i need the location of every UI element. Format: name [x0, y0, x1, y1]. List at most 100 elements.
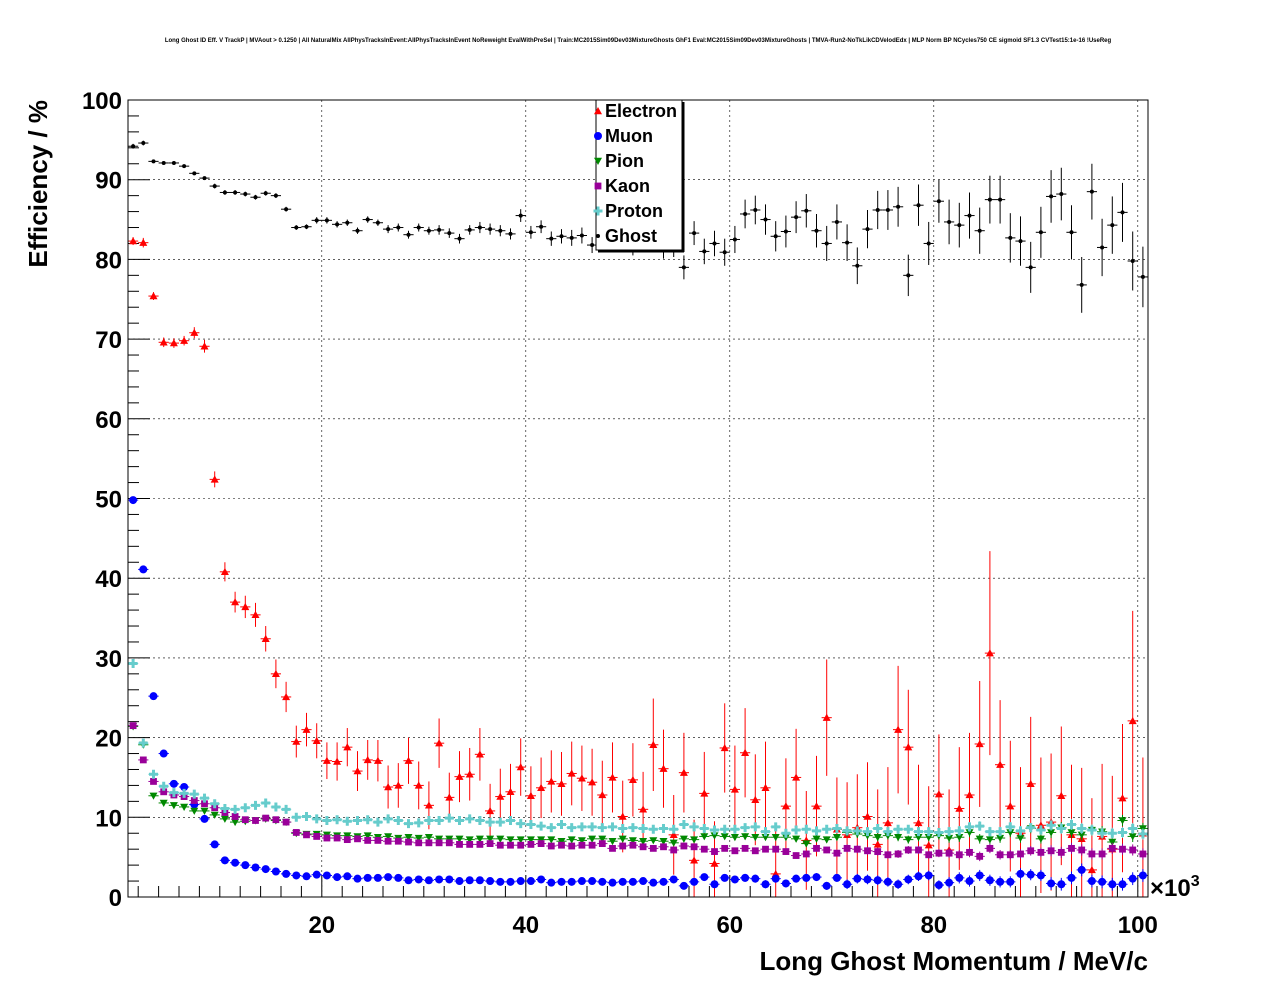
data-point — [1057, 791, 1066, 799]
data-point — [445, 875, 454, 884]
x-tick-label: 20 — [308, 912, 335, 939]
data-point — [925, 851, 933, 859]
data-point — [333, 834, 341, 842]
data-point — [342, 816, 352, 826]
data-point — [792, 773, 801, 781]
data-point — [567, 836, 576, 844]
data-point — [975, 871, 984, 880]
data-point — [690, 877, 699, 886]
data-point — [475, 876, 484, 885]
data-point — [577, 822, 587, 832]
data-point — [202, 176, 207, 181]
legend-label: Proton — [605, 201, 663, 221]
data-point — [985, 649, 994, 657]
data-point — [282, 692, 291, 701]
data-point — [608, 773, 617, 781]
legend-label: Ghost — [605, 226, 657, 246]
data-point — [222, 190, 227, 195]
data-point — [201, 800, 208, 808]
data-point — [200, 807, 209, 815]
data-point — [149, 769, 158, 779]
data-point — [975, 739, 984, 748]
data-point — [486, 840, 494, 848]
data-point — [822, 824, 832, 834]
data-point — [271, 669, 280, 678]
data-point — [1119, 845, 1126, 853]
data-point — [618, 812, 627, 820]
data-point — [1120, 210, 1125, 215]
data-point — [496, 792, 505, 800]
data-point — [486, 877, 495, 886]
series-electron — [128, 237, 1148, 897]
data-point — [455, 815, 464, 825]
data-point — [424, 834, 433, 842]
data-point — [985, 876, 994, 885]
data-point — [291, 812, 301, 822]
data-point — [424, 801, 433, 809]
data-point — [1037, 848, 1045, 856]
data-point — [659, 877, 668, 886]
data-point — [568, 842, 576, 850]
data-point — [302, 872, 311, 881]
data-point — [996, 877, 1005, 886]
data-point — [906, 273, 911, 278]
data-point — [394, 873, 403, 882]
data-point — [679, 881, 688, 890]
data-point — [700, 845, 708, 853]
data-point — [465, 876, 474, 885]
data-point — [955, 834, 964, 842]
data-point — [883, 827, 893, 837]
data-point — [710, 825, 719, 835]
y-tick-label: 100 — [82, 88, 122, 115]
data-point — [139, 756, 147, 764]
data-point — [547, 878, 556, 887]
data-point — [975, 835, 984, 843]
data-point — [273, 193, 278, 198]
data-point — [1067, 829, 1076, 837]
data-point — [251, 800, 260, 810]
data-point — [1059, 192, 1064, 197]
data-point — [444, 813, 454, 823]
data-point — [1077, 831, 1086, 839]
data-point — [495, 817, 505, 827]
data-point — [741, 748, 750, 756]
data-point — [354, 835, 361, 843]
data-point — [834, 219, 839, 224]
data-point — [1026, 779, 1035, 788]
data-point — [445, 835, 454, 843]
data-point — [597, 823, 607, 833]
data-point — [771, 834, 780, 842]
data-point — [843, 880, 852, 889]
data-point — [753, 207, 758, 212]
data-point — [761, 834, 770, 842]
data-point — [312, 814, 322, 824]
data-point — [924, 871, 933, 880]
data-point — [587, 822, 597, 832]
data-point — [730, 824, 740, 834]
data-point — [506, 877, 515, 886]
data-point — [1027, 847, 1035, 855]
data-point — [934, 790, 943, 798]
data-point — [1036, 835, 1045, 843]
data-point — [1118, 827, 1127, 837]
data-point — [375, 220, 380, 225]
data-point — [445, 839, 453, 847]
data-point — [527, 840, 535, 848]
data-point — [771, 822, 781, 832]
data-point — [343, 872, 352, 881]
data-point — [485, 817, 495, 827]
y-tick-label: 70 — [95, 327, 122, 354]
data-point — [363, 873, 372, 882]
data-point — [333, 757, 342, 765]
data-point — [261, 798, 271, 808]
data-point — [292, 737, 301, 745]
data-point — [1017, 850, 1024, 858]
data-point — [314, 218, 319, 223]
data-point — [894, 725, 903, 733]
data-point — [965, 877, 974, 886]
y-tick-label: 60 — [95, 407, 122, 434]
data-point — [455, 877, 464, 886]
y-tick-label: 0 — [109, 885, 122, 912]
data-point — [324, 218, 329, 223]
data-point — [1077, 823, 1087, 833]
